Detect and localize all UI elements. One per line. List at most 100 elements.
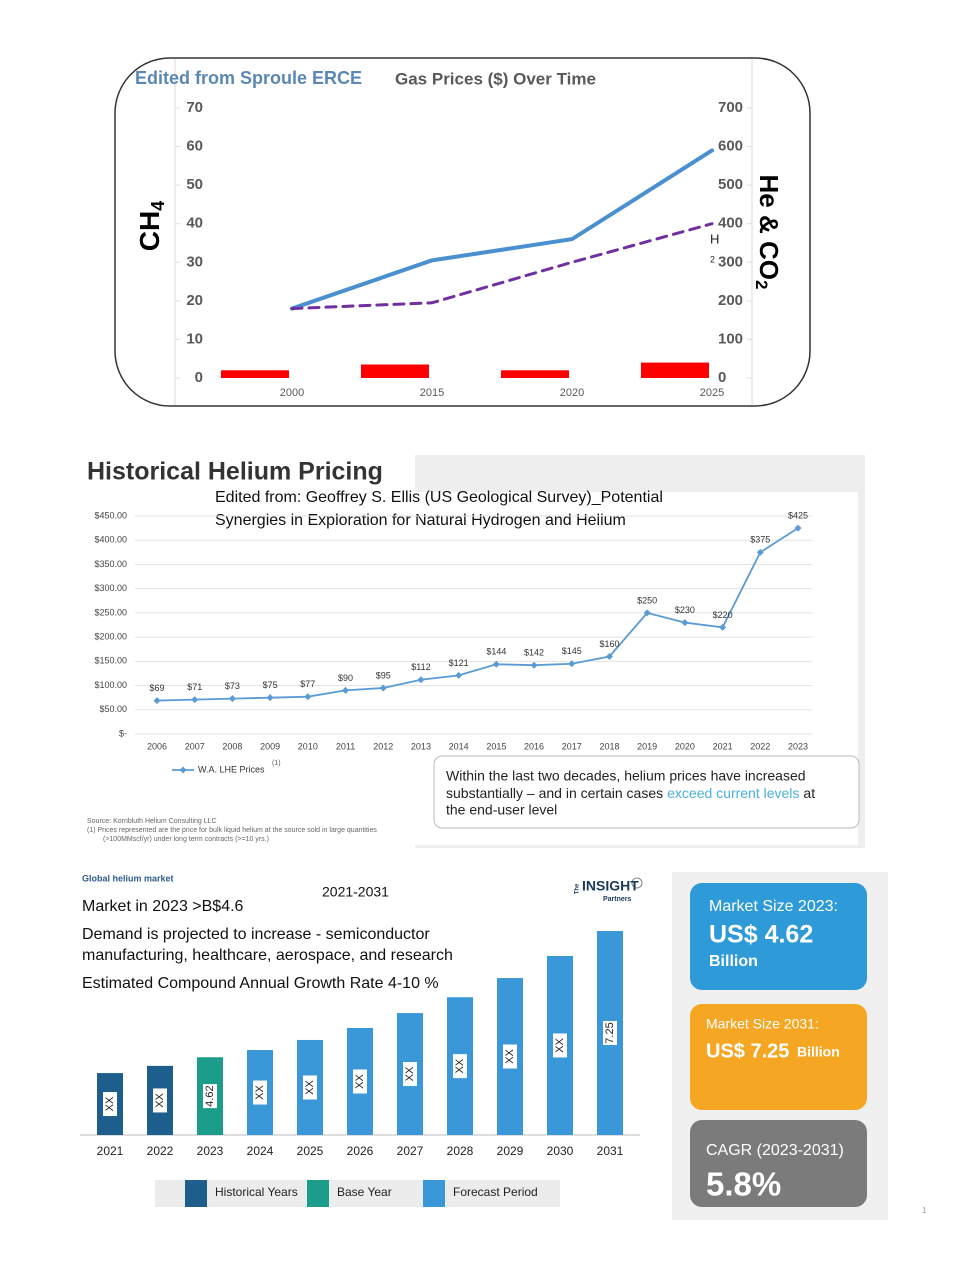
x-tick-label: 2019: [637, 741, 657, 751]
callout-text: the end-user level: [446, 802, 557, 818]
info-card: [690, 1004, 867, 1110]
logo-text: INSIGHT: [582, 878, 639, 894]
value-label: $73: [225, 681, 240, 691]
label-box: [103, 1092, 117, 1117]
legend-label: Historical Years: [215, 1185, 298, 1199]
value-label: $142: [524, 648, 544, 658]
legend-label: Forecast Period: [453, 1185, 538, 1199]
logo-mark: [631, 877, 643, 889]
value-label: XX: [454, 1058, 466, 1073]
legend-marker: [179, 766, 187, 774]
x-tick-label: 2008: [222, 741, 242, 751]
y-tick-label: $400.00: [94, 535, 127, 545]
card-text: 5.8%: [706, 1166, 781, 1203]
value-label: $69: [149, 683, 164, 693]
value-label: $75: [263, 680, 278, 690]
card-text: US$ 4.62: [709, 921, 813, 949]
label-box: [303, 1075, 317, 1100]
value-label: $95: [376, 670, 391, 680]
value-label: XX: [404, 1066, 416, 1081]
legend-swatch: [423, 1180, 445, 1207]
card-text: Billion: [797, 1044, 840, 1060]
value-label: $144: [486, 647, 506, 657]
chart-title: Gas Prices ($) Over Time: [395, 69, 596, 88]
note: Demand is projected to increase - semico…: [82, 926, 430, 943]
label-box: [253, 1080, 267, 1105]
y-tick-label: 70: [186, 99, 203, 116]
value-label: 7.25: [604, 1022, 616, 1043]
value-label: XX: [554, 1037, 566, 1052]
note: manufacturing, healthcare, aerospace, an…: [82, 947, 453, 964]
value-label: $425: [788, 510, 808, 520]
line-series: [156, 527, 799, 702]
card-text: Market Size 2031:: [706, 1016, 819, 1032]
x-tick-label: 2015: [420, 387, 444, 399]
x-tick-label: 2009: [260, 741, 280, 751]
callout-highlight: exceed current levels: [667, 785, 799, 801]
y-tick-label: 0: [195, 369, 203, 386]
x-tick-label: 2007: [185, 741, 205, 751]
y2-tick-label: 400: [718, 215, 743, 232]
x-tick-label: 2023: [788, 741, 808, 751]
point-marker: [719, 623, 727, 631]
value-label: $71: [187, 682, 202, 692]
point-marker: [266, 694, 274, 702]
x-tick-label: 2022: [750, 741, 770, 751]
y-tick-label: 20: [186, 292, 203, 309]
y-tick-label: $450.00: [94, 510, 127, 520]
x-tick-label: 2022: [147, 1144, 174, 1158]
point-marker: [342, 686, 350, 694]
value-label: XX: [354, 1073, 366, 1088]
y-axis-label-sub: 4: [148, 201, 168, 211]
y2-tick-label: 500: [718, 176, 743, 193]
info-card: [690, 883, 867, 990]
x-tick-label: 2011: [336, 741, 355, 751]
y-tick-label: 30: [186, 253, 203, 270]
side-note: H: [710, 231, 719, 246]
label-box: [153, 1088, 167, 1113]
point-marker: [492, 660, 500, 668]
point-marker: [417, 676, 425, 684]
x-tick-label: 2020: [560, 387, 584, 399]
page-number: 1: [922, 1206, 927, 1215]
x-tick-label: 2018: [599, 741, 619, 751]
bar: [221, 370, 289, 378]
y-tick-label: 10: [186, 330, 203, 347]
value-label: 4.62: [204, 1085, 216, 1106]
value-label: $90: [338, 673, 353, 683]
bar: [361, 364, 429, 378]
chart-subtitle: 2021-2031: [322, 884, 389, 900]
point-marker: [153, 697, 161, 705]
source-note: (1) Prices represented are the price for…: [87, 827, 377, 834]
point-marker: [530, 661, 538, 669]
x-tick-label: 2023: [197, 1144, 224, 1158]
legend-label: Base Year: [337, 1185, 392, 1199]
value-label: $230: [675, 605, 695, 615]
point-marker: [605, 652, 613, 660]
chart-frame: [114, 57, 811, 407]
point-marker: [681, 619, 689, 627]
y2-axis-label-main: He & CO: [754, 175, 784, 280]
y-tick-label: $300.00: [94, 583, 127, 593]
value-label: $160: [599, 639, 619, 649]
annotation: Synergies in Exploration for Natural Hyd…: [215, 512, 626, 529]
x-tick-label: 2014: [449, 741, 469, 751]
note: Market in 2023 >B$4.6: [82, 898, 244, 915]
x-tick-label: 2030: [547, 1144, 574, 1158]
callout-text: substantially – and in certain cases exce…: [446, 785, 815, 801]
legend-swatch: [307, 1180, 329, 1207]
label-box: [553, 1033, 567, 1058]
x-tick-label: 2028: [447, 1144, 474, 1158]
x-tick-label: 2021: [713, 741, 733, 751]
x-tick-label: 2031: [597, 1144, 624, 1158]
y2-axis-label-sub: 2: [752, 280, 771, 289]
y2-axis-label: He & CO2: [752, 175, 785, 290]
y-tick-label: $-: [119, 728, 127, 738]
x-tick-label: 2025: [297, 1144, 324, 1158]
value-label: $77: [300, 679, 315, 689]
point-marker: [756, 548, 764, 556]
value-label: $121: [449, 658, 469, 668]
label-box: [453, 1054, 467, 1079]
annotation: Edited from Sproule ERCE: [135, 68, 362, 88]
y-axis-label-main: CH: [134, 211, 165, 251]
